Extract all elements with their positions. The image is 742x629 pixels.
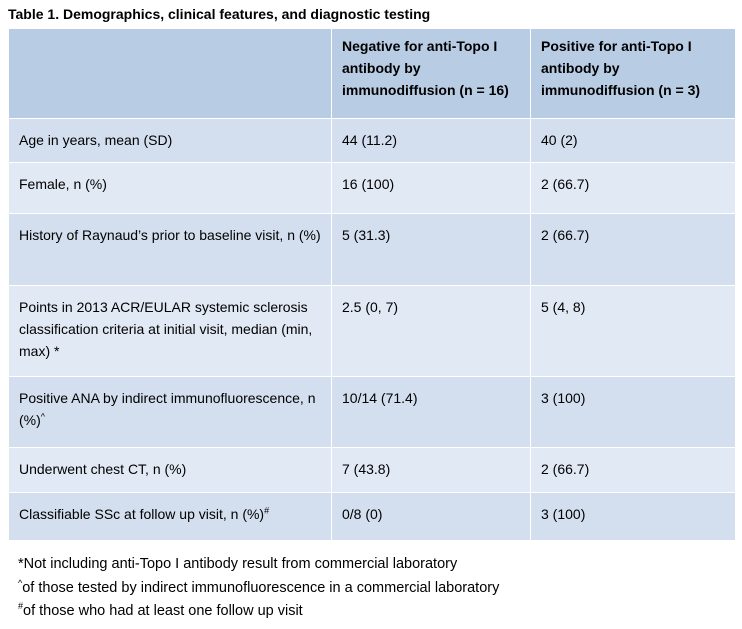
value-cell: 10/14 (71.4) xyxy=(331,376,531,448)
row-label-cell: Underwent chest CT, n (%) xyxy=(8,447,332,493)
superscript: ^ xyxy=(40,411,46,422)
header-cell: Positive for anti-Topo I antibody by imm… xyxy=(530,28,736,119)
table-row: Underwent chest CT, n (%) 7 (43.8) 2 (66.7… xyxy=(8,447,736,493)
value-cell: 3 (100) xyxy=(530,376,736,448)
value-cell: 5 (4, 8) xyxy=(530,285,736,377)
footnote-text: of those who had at least one follow up … xyxy=(23,603,303,619)
row-label-cell: Positive ANA by indirect immunofluoresce… xyxy=(8,376,332,448)
row-label: Positive ANA by indirect immunofluoresce… xyxy=(19,390,316,428)
row-label: Underwent chest CT, n (%) xyxy=(19,461,187,477)
table-row: Age in years, mean (SD) 44 (11.2) 40 (2) xyxy=(8,118,736,163)
superscript: # xyxy=(264,505,270,516)
value-cell: 40 (2) xyxy=(530,118,736,163)
footnote-text: *Not including anti-Topo I antibody resu… xyxy=(18,556,458,572)
footnote: #of those who had at least one follow up… xyxy=(18,600,499,624)
table-row: Points in 2013 ACR/EULAR systemic sclero… xyxy=(8,285,736,377)
row-label-cell: Female, n (%) xyxy=(8,162,332,214)
value-cell: 44 (11.2) xyxy=(331,118,531,163)
value-cell: 7 (43.8) xyxy=(331,447,531,493)
footnote: ^of those tested by indirect immunofluor… xyxy=(18,577,499,601)
row-label-cell: History of Raynaud’s prior to baseline v… xyxy=(8,213,332,286)
value-cell: 16 (100) xyxy=(331,162,531,214)
table-row: History of Raynaud’s prior to baseline v… xyxy=(8,213,736,286)
data-table: Negative for anti-Topo I antibody by imm… xyxy=(8,28,736,541)
footnotes: *Not including anti-Topo I antibody resu… xyxy=(18,553,499,624)
value-cell: 2.5 (0, 7) xyxy=(331,285,531,377)
value-cell: 3 (100) xyxy=(530,492,736,541)
value-cell: 5 (31.3) xyxy=(331,213,531,286)
value-cell: 2 (66.7) xyxy=(530,447,736,493)
row-label: History of Raynaud’s prior to baseline v… xyxy=(19,227,321,243)
row-label-cell: Classifiable SSc at follow up visit, n (… xyxy=(8,492,332,541)
row-label-cell: Points in 2013 ACR/EULAR systemic sclero… xyxy=(8,285,332,377)
footnote-mark: ^ xyxy=(18,577,23,588)
value-cell: 2 (66.7) xyxy=(530,213,736,286)
footnote-text: of those tested by indirect immunofluore… xyxy=(22,579,500,596)
header-row: Negative for anti-Topo I antibody by imm… xyxy=(8,28,736,119)
value-cell: 0/8 (0) xyxy=(331,492,531,541)
table-row: Classifiable SSc at follow up visit, n (… xyxy=(8,492,736,541)
footnote-mark: # xyxy=(18,601,24,612)
row-label: Female, n (%) xyxy=(19,176,107,192)
footnote: *Not including anti-Topo I antibody resu… xyxy=(18,553,499,577)
row-label: Points in 2013 ACR/EULAR systemic sclero… xyxy=(19,299,313,359)
header-cell: Negative for anti-Topo I antibody by imm… xyxy=(331,28,531,119)
value-cell: 2 (66.7) xyxy=(530,162,736,214)
row-label-cell: Age in years, mean (SD) xyxy=(8,118,332,163)
table-row: Female, n (%) 16 (100) 2 (66.7) xyxy=(8,162,736,214)
row-label: Classifiable SSc at follow up visit, n (… xyxy=(19,506,265,522)
row-label: Age in years, mean (SD) xyxy=(19,132,173,148)
table-row: Positive ANA by indirect immunofluoresce… xyxy=(8,376,736,448)
table-title: Table 1. Demographics, clinical features… xyxy=(8,6,431,22)
header-cell xyxy=(8,28,332,119)
